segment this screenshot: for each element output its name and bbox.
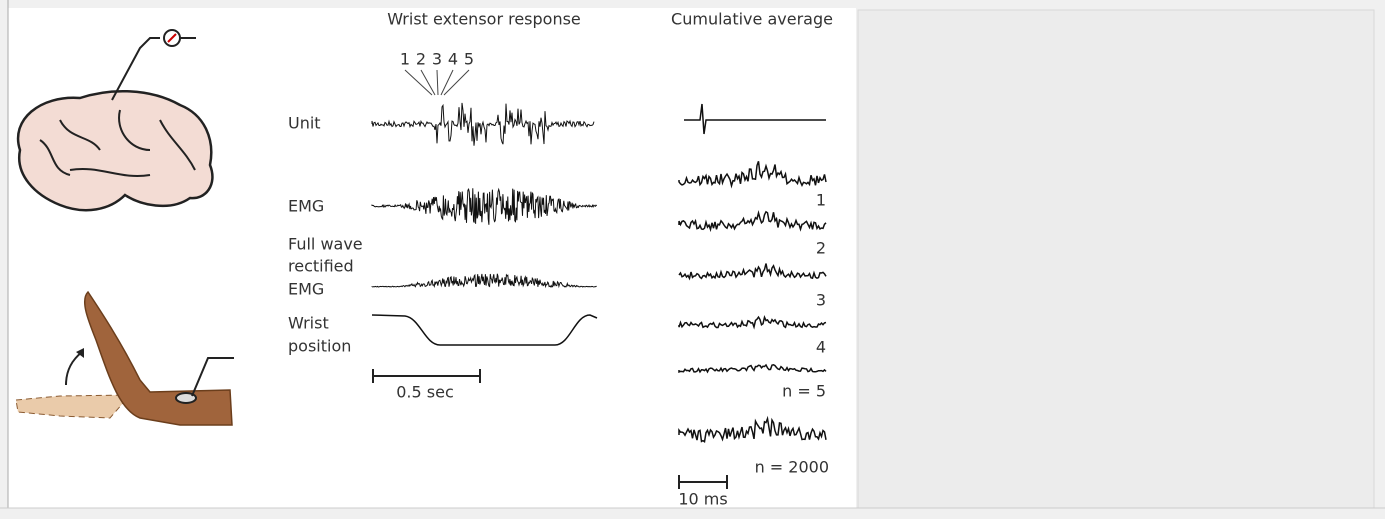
scale-bar [372, 369, 481, 383]
emg-electrode [175, 392, 197, 404]
spike-label: 5 [464, 50, 474, 69]
row-label: EMG [288, 197, 324, 216]
row-label: position [288, 337, 351, 356]
spike-pointer [440, 69, 454, 96]
brain [16, 89, 214, 212]
average-title: Cumulative average [671, 10, 833, 29]
average-trace [678, 363, 827, 374]
average-label: 2 [816, 239, 826, 258]
average-label: 1 [816, 191, 826, 210]
unit-trace [371, 102, 595, 146]
position-trace [371, 314, 598, 346]
emg-wire [191, 357, 234, 397]
average-trace [678, 315, 827, 330]
spike-label: 3 [432, 50, 442, 69]
spike-pointer [404, 69, 433, 96]
average-trace [678, 263, 827, 281]
arm-rest [15, 394, 132, 419]
average-label: 3 [816, 291, 826, 310]
side-panel [857, 9, 1375, 509]
average-label: 4 [816, 338, 826, 357]
average-trace [678, 415, 827, 444]
average-trace [678, 161, 827, 189]
electrode [111, 37, 160, 101]
spike-pointer [420, 69, 436, 96]
spike-pointer [443, 69, 470, 96]
electrode-needle [167, 33, 177, 43]
spike-label: 1 [400, 50, 410, 69]
hand [84, 290, 233, 426]
row-label: Full wave [288, 235, 363, 254]
response-title: Wrist extensor response [387, 10, 581, 29]
average-trace [678, 210, 827, 233]
spike-label: 4 [448, 50, 458, 69]
brain-sulci [39, 109, 196, 177]
average-label: n = 2000 [755, 458, 829, 477]
figure-panel [8, 8, 856, 508]
scale-label: 0.5 sec [396, 383, 454, 402]
average-unit [684, 103, 826, 135]
average-label: n = 5 [782, 382, 826, 401]
spike-pointer [436, 69, 439, 96]
row-label: Wrist [288, 314, 329, 333]
row-label: EMG [288, 280, 324, 299]
scale-bar [678, 475, 728, 489]
row-label: rectified [288, 257, 354, 276]
spike-label: 2 [416, 50, 426, 69]
scale-label: 10 ms [678, 490, 727, 509]
arrowhead [76, 348, 84, 358]
emg-trace [371, 187, 598, 225]
row-label: Unit [288, 114, 321, 133]
rectified-trace [371, 273, 597, 289]
